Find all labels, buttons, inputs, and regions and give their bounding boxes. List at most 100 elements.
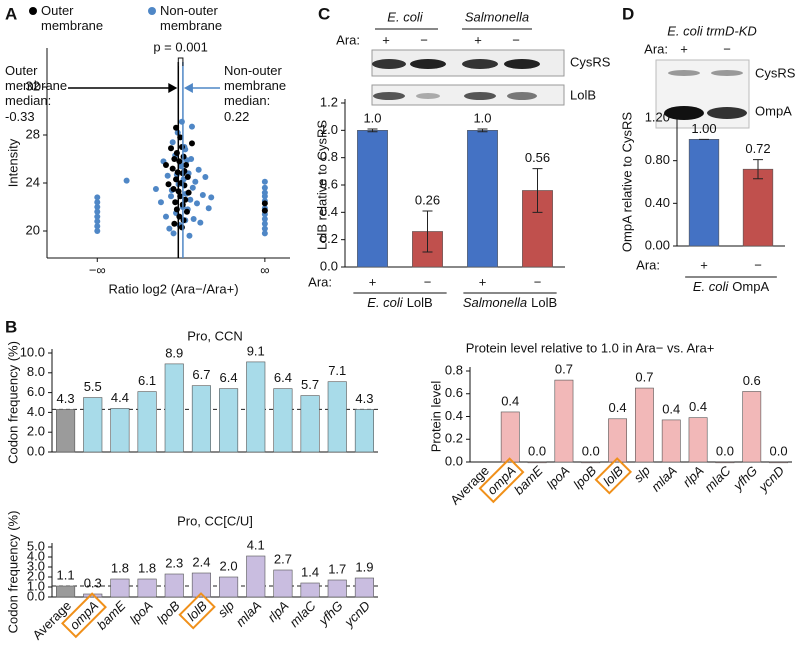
y-tick-label: 1.0 [320,122,338,137]
value-label: 0.4 [662,401,680,416]
data-point [188,140,195,147]
y-tick-label: 0.0 [27,588,45,603]
bar [300,395,320,453]
ara-label: Ara: [644,41,668,56]
x-tick-label: mlaC [287,598,319,630]
data-point [188,123,195,130]
data-point [261,178,268,185]
legend-label: Non-outer membrane [160,3,223,33]
y-tick-label: 0.0 [445,453,463,468]
data-point [208,194,215,201]
data-point [261,200,268,207]
value-label: 1.9 [355,559,373,574]
group-species: E. coli [367,295,404,310]
value-label: 1.1 [57,567,75,582]
bar [327,381,347,453]
value-label: 6.4 [274,370,292,385]
value-label: 2.7 [274,551,292,566]
y-tick-label: 0.00 [645,237,670,252]
chart-title: Pro, CC[C/U] [177,513,253,528]
value-label: 0.56 [525,150,550,165]
bar [273,569,293,598]
y-tick-label: 0.6 [445,385,463,400]
y-tick-label: 1.2 [320,94,338,109]
group-protein: LolB [407,295,433,310]
value-label: 5.5 [84,379,102,394]
highlight-box [61,592,107,639]
x-tick-label: lpoB [154,598,183,627]
category-group: mlaA [233,598,265,630]
y-tick-label: 0.40 [645,195,670,210]
value-label: 4.3 [355,391,373,406]
category-group: mlaA [648,463,680,495]
bar [357,130,388,268]
ara-label: Ara: [336,32,360,47]
data-point [94,199,101,206]
blot-band [372,59,406,69]
data-point [261,216,268,222]
value-label: 4.1 [247,537,265,552]
lane-label: + [474,32,482,47]
blot-band [507,92,537,100]
data-point [178,224,185,231]
y-tick-label: 0.2 [445,431,463,446]
lane-label: + [680,41,688,56]
bar [742,391,762,463]
y-tick-label: 0.8 [320,149,338,164]
x-tick-label: lpoB [570,463,599,492]
error-bar [422,210,433,253]
bar [219,388,239,453]
blot-band [416,93,440,99]
x-tick-label: − [534,274,542,289]
x-tick-label: yfhG [730,463,761,494]
value-label: 4.3 [57,391,75,406]
data-point [165,181,172,188]
category-group: mlaC [287,598,319,630]
y-tick-label: 20 [26,222,40,237]
lane-label: + [382,32,390,47]
value-label: 1.0 [363,110,381,125]
x-tick-label: − [754,257,762,272]
bar [554,379,574,463]
data-point [170,186,177,192]
bar [110,578,130,598]
group-protein: LolB [531,295,557,310]
group-label: E. coli LolB [367,295,432,310]
error-bar [753,159,763,180]
x-tick-label: yfhG [315,598,346,629]
data-point [94,228,101,234]
value-label: 6.4 [220,370,238,385]
y-axis-title: OmpA relative to CysRS [619,112,634,252]
data-point [152,186,159,192]
data-point [94,204,101,210]
panel-label: B [5,317,17,336]
data-point [176,158,183,165]
panel-label: C [318,4,330,23]
bar [83,397,103,453]
y-tick-label: 0.4 [445,408,463,423]
arrowhead [183,83,193,93]
blot-band [711,70,743,76]
bar [688,139,720,247]
y-tick-label: 0.6 [320,176,338,191]
y-axis-title: Intensity [5,138,20,187]
bar [164,573,184,598]
data-point [186,232,193,239]
value-label: 6.7 [192,367,210,382]
error-bar [477,128,488,133]
data-point [261,230,268,237]
bar [164,363,184,453]
data-point [94,208,101,215]
data-point [197,219,204,226]
bar [219,576,239,598]
x-tick-label: lolB [600,463,626,489]
data-point [187,196,194,203]
data-point [190,216,197,222]
data-point [193,200,200,207]
x-tick-label: lpoA [127,598,156,627]
data-point [169,165,176,172]
legend-label: Outer membrane [41,3,104,33]
y-tick-label: 4.0 [27,548,45,563]
category-group: ycnD [341,598,373,630]
